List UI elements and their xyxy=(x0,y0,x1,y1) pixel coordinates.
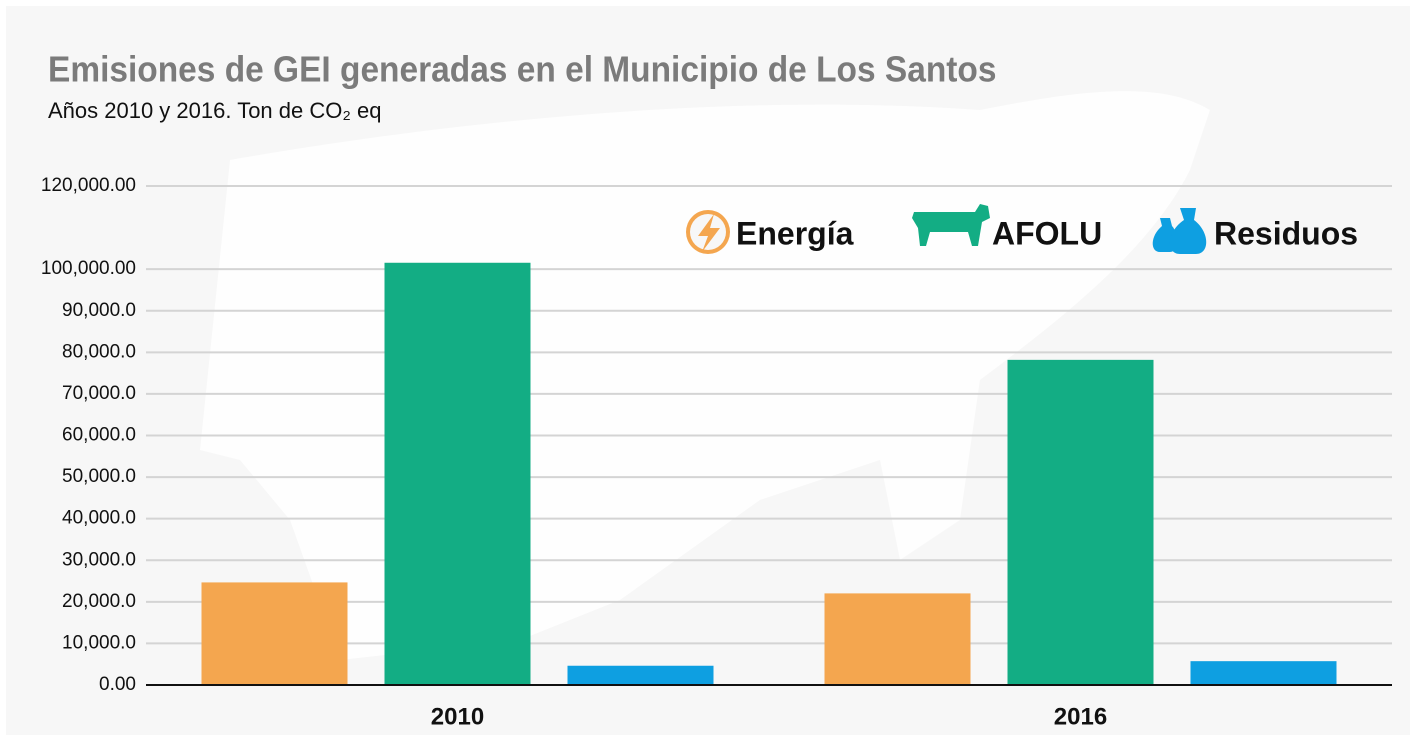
x-tick-label: 2016 xyxy=(1054,703,1107,730)
legend-icon-energia xyxy=(686,210,730,254)
x-tick-label: 2010 xyxy=(431,703,484,730)
y-tick-label: 20,000.0 xyxy=(62,591,136,612)
y-tick-label: 120,000.00 xyxy=(41,175,136,196)
y-tick-label: 0.00 xyxy=(99,674,136,695)
chart: Emisiones de GEI generadas en el Municip… xyxy=(0,0,1416,741)
chart-subtitle: Años 2010 y 2016. Ton de CO₂ eq xyxy=(48,98,381,123)
y-tick-label: 40,000.0 xyxy=(62,508,136,529)
legend-label: AFOLU xyxy=(992,215,1102,251)
y-tick-label: 70,000.0 xyxy=(62,383,136,404)
y-tick-label: 30,000.0 xyxy=(62,549,136,570)
bar xyxy=(568,666,714,685)
chart-title: Emisiones de GEI generadas en el Municip… xyxy=(48,50,996,89)
y-tick-label: 80,000.0 xyxy=(62,341,136,362)
legend-label: Energía xyxy=(736,215,854,251)
bar xyxy=(825,593,971,685)
bar xyxy=(1191,661,1337,685)
bar xyxy=(202,582,348,685)
page: Emisiones de GEI generadas en el Municip… xyxy=(0,0,1416,741)
y-tick-label: 90,000.0 xyxy=(62,300,136,321)
y-tick-label: 50,000.0 xyxy=(62,466,136,487)
y-tick-label: 60,000.0 xyxy=(62,425,136,446)
y-tick-label: 100,000.00 xyxy=(41,258,136,279)
y-tick-label: 10,000.0 xyxy=(62,632,136,653)
legend-label: Residuos xyxy=(1214,215,1358,251)
bar xyxy=(1008,360,1154,685)
bar xyxy=(385,263,531,685)
